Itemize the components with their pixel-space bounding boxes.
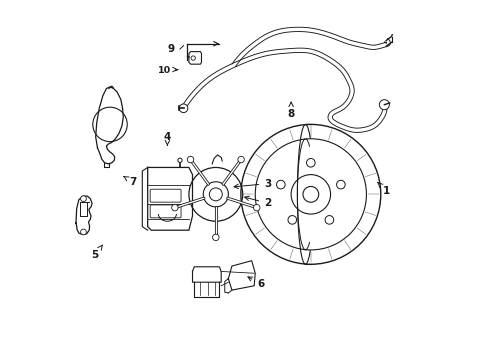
Text: 8: 8 (287, 102, 294, 119)
Text: 6: 6 (247, 277, 264, 289)
Circle shape (325, 216, 333, 224)
Text: 1: 1 (377, 182, 389, 196)
Circle shape (379, 100, 388, 110)
Circle shape (287, 216, 296, 224)
Circle shape (253, 204, 260, 211)
Text: 2: 2 (244, 196, 271, 208)
Text: 4: 4 (163, 132, 171, 145)
Text: 3: 3 (234, 179, 271, 189)
Circle shape (306, 158, 314, 167)
Circle shape (276, 180, 285, 189)
Circle shape (179, 104, 187, 113)
Circle shape (212, 234, 219, 240)
Circle shape (209, 188, 222, 201)
Circle shape (187, 156, 193, 163)
Text: 10: 10 (158, 66, 171, 75)
Circle shape (303, 186, 318, 202)
Text: 5: 5 (91, 245, 102, 260)
Text: 9: 9 (167, 44, 174, 54)
Circle shape (178, 158, 182, 162)
Circle shape (81, 196, 86, 202)
Circle shape (171, 204, 178, 211)
Circle shape (81, 229, 86, 235)
Circle shape (336, 180, 345, 189)
Text: 7: 7 (123, 176, 136, 187)
Circle shape (237, 156, 244, 163)
Circle shape (191, 56, 195, 60)
